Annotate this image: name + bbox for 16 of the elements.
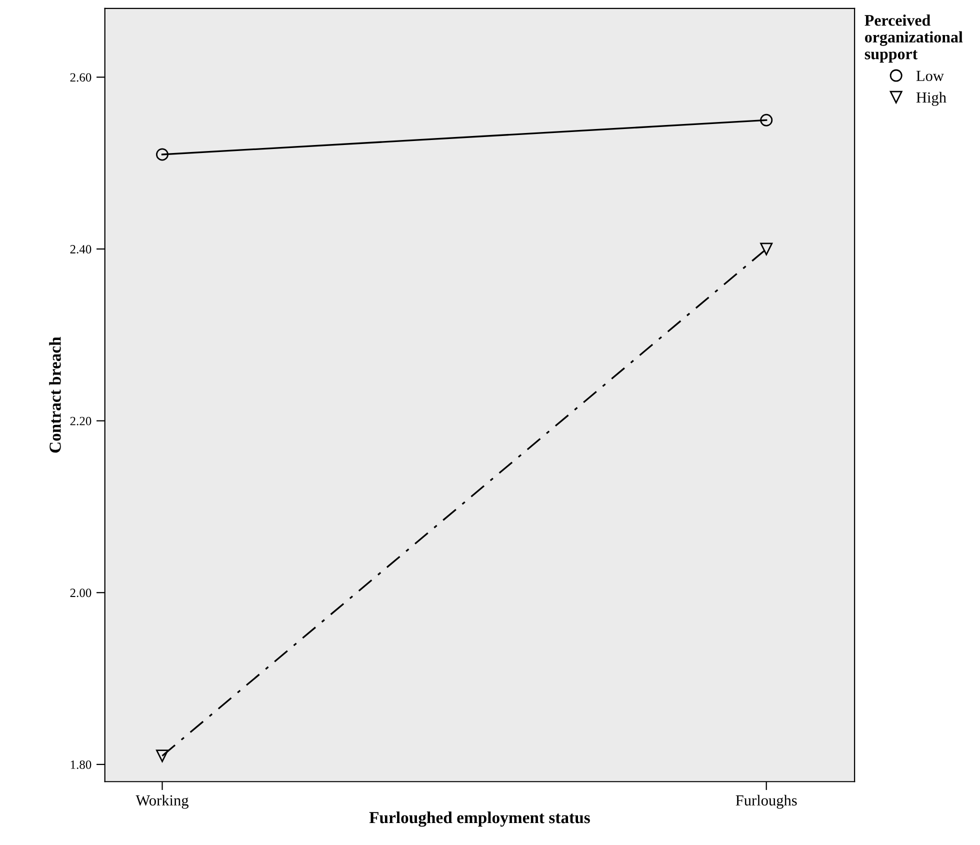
y-tick-label: 1.80 <box>70 760 92 769</box>
x-axis-title: Furloughed employment status <box>369 811 590 827</box>
x-tick-label: Working <box>136 794 188 809</box>
point <box>760 114 773 126</box>
y-axis-title: Contract breach <box>49 336 61 453</box>
legend-label: Low <box>916 70 944 82</box>
legend-label: High <box>916 92 946 106</box>
legend-title: Perceived organizational support <box>864 14 963 63</box>
x-tick-label: Furloughs <box>736 794 797 809</box>
point <box>156 148 168 161</box>
y-tick-label: 2.00 <box>70 588 92 598</box>
y-tick-label: 2.40 <box>70 245 92 254</box>
point <box>156 750 168 762</box>
point <box>760 242 773 256</box>
y-tick-label: 2.60 <box>70 73 92 82</box>
y-tick-label: 2.20 <box>70 416 92 426</box>
